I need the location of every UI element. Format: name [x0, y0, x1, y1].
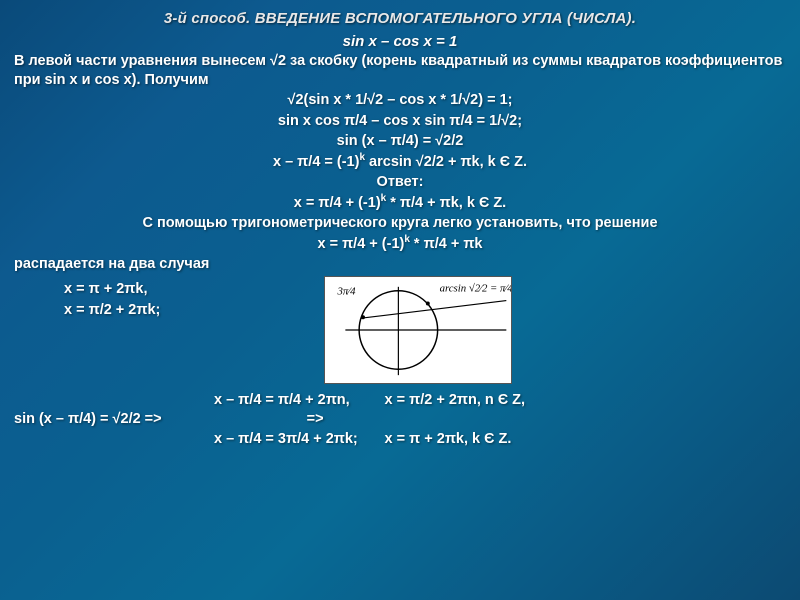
- line4-post: arcsin √2/2 + πk, k Є: [365, 154, 514, 170]
- line4-dot: .: [523, 154, 527, 170]
- bottom-r1-left: x – π/4 = π/4 + 2πn,: [14, 392, 385, 408]
- bottom-block: x – π/4 = π/4 + 2πn, x = π/2 + 2πn, n Є …: [14, 392, 786, 447]
- unit-circle-svg: 3π⁄4 arcsin √2⁄2 = π⁄4: [325, 277, 511, 383]
- line4-pre: x – π/4 = (-1): [273, 154, 359, 170]
- sol-pre: x = π/4 + (-1): [317, 236, 404, 252]
- paragraph-intro: В левой части уравнения вынесем √2 за ск…: [14, 52, 786, 89]
- unit-circle-diagram: 3π⁄4 arcsin √2⁄2 = π⁄4: [324, 276, 512, 384]
- paragraph-circle-note: С помощью тригонометрического круга легк…: [14, 214, 786, 233]
- bottom-r3-left: x – π/4 = 3π/4 + 2πk;: [14, 431, 385, 447]
- slide-title: 3-й способ. ВВЕДЕНИЕ ВСПОМОГАТЕЛЬНОГО УГ…: [14, 10, 786, 27]
- sol-post: * π/4 + πk: [410, 236, 483, 252]
- main-equation: sin x – cos x = 1: [14, 33, 786, 50]
- b-r1-r-z: Z: [512, 392, 521, 408]
- chord-line: [361, 301, 506, 319]
- point-right: [426, 302, 430, 306]
- derivation-line-1: √2(sin x * 1/√2 – cos x * 1/√2) = 1;: [14, 91, 786, 110]
- bottom-r1-right: x = π/2 + 2πn, n Є Z,: [385, 392, 786, 408]
- ans1-post: * π/4 + πk, k Є: [386, 195, 493, 211]
- bottom-r3-right: x = π + 2πk, k Є Z.: [385, 431, 786, 447]
- label-arcsin: arcsin √2⁄2 = π⁄4: [440, 283, 511, 295]
- b-r1-r-pre: x = π/2 + 2πn, n Є: [385, 392, 513, 408]
- b-r3-r-pre: x = π + 2πk, k Є: [385, 431, 499, 447]
- derivation-line-4: x – π/4 = (-1)k arcsin √2/2 + πk, k Є Z.: [14, 153, 786, 172]
- slide: 3-й способ. ВВЕДЕНИЕ ВСПОМОГАТЕЛЬНОГО УГ…: [0, 0, 800, 600]
- point-left: [361, 315, 365, 319]
- derivation-line-2: sin x cos π/4 – cos x sin π/4 = 1/√2;: [14, 112, 786, 131]
- answer-label: Ответ:: [14, 173, 786, 192]
- ans1-dot: .: [502, 195, 506, 211]
- ans1-pre: x = π/4 + (-1): [294, 195, 381, 211]
- bottom-row-2: sin (x – π/4) = √2/2 => =>: [14, 410, 786, 429]
- b-r3-r-post: .: [507, 431, 511, 447]
- b-r1-r-post: ,: [521, 392, 525, 408]
- diagram-row: x = π + 2πk, x = π/2 + 2πk; 3π⁄4 arcsin …: [14, 280, 786, 388]
- bottom-row-1: x – π/4 = π/4 + 2πn, x = π/2 + 2πn, n Є …: [14, 392, 786, 408]
- answer-line: x = π/4 + (-1)k * π/4 + πk, k Є Z.: [14, 194, 786, 213]
- derivation-line-3: sin (x – π/4) = √2/2: [14, 132, 786, 151]
- label-3pi4: 3π⁄4: [337, 286, 357, 298]
- bottom-row-3: x – π/4 = 3π/4 + 2πk; x = π + 2πk, k Є Z…: [14, 431, 786, 447]
- ans1-z: Z: [493, 195, 502, 211]
- solution-line: x = π/4 + (-1)k * π/4 + πk: [14, 235, 786, 254]
- paragraph-split: распадается на два случая: [14, 255, 786, 274]
- line4-z: Z: [514, 154, 523, 170]
